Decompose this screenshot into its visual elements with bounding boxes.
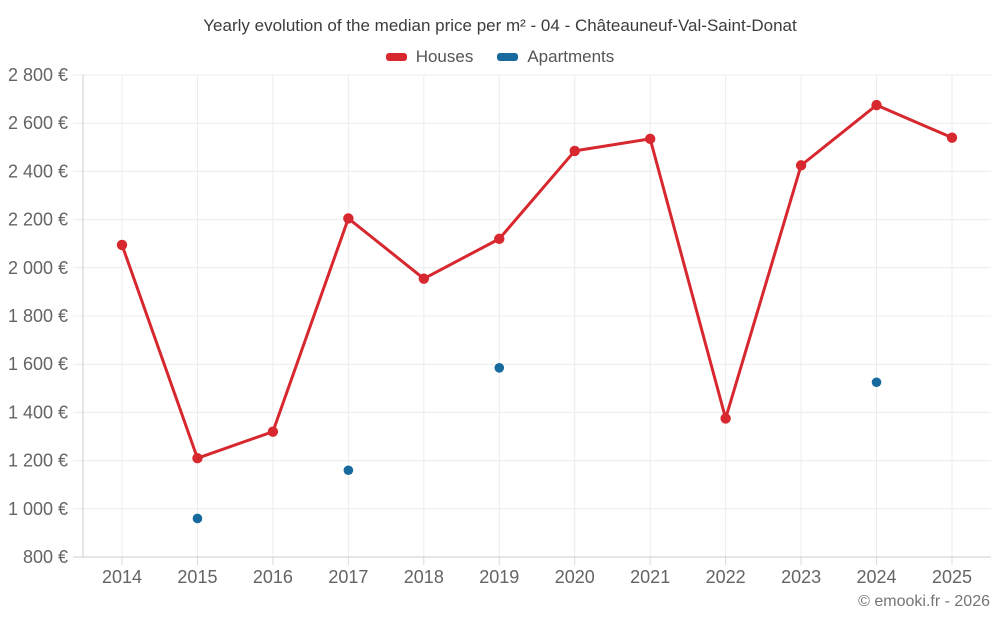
y-axis-tick-label: 1 600 €: [8, 354, 68, 374]
houses-data-point-2018: [418, 273, 430, 284]
x-axis-tick-label: 2022: [706, 567, 746, 587]
y-axis-tick-label: 1 800 €: [8, 306, 68, 326]
x-axis-tick-label: 2020: [555, 567, 595, 587]
x-axis-tick-label: 2023: [781, 567, 821, 587]
chart-title: Yearly evolution of the median price per…: [203, 16, 797, 35]
y-axis-tick-label: 2 200 €: [8, 210, 68, 230]
houses-data-point-2025: [946, 132, 958, 143]
houses-data-point-2023: [795, 160, 807, 171]
apartments-legend-swatch-icon: [497, 53, 519, 61]
x-axis-tick-label: 2021: [630, 567, 670, 587]
houses-data-point-2021: [644, 133, 656, 145]
legend-item-houses[interactable]: Houses: [385, 47, 474, 67]
houses-series-line: [120, 103, 954, 460]
apartments-data-point-2017: [343, 465, 354, 476]
houses-data-point-2017: [343, 213, 354, 224]
legend-item-apartments[interactable]: Apartments: [497, 47, 614, 67]
houses-legend-label: Houses: [415, 47, 474, 66]
houses-data-point-2019: [494, 233, 505, 245]
apartments-legend-label: Apartments: [527, 47, 615, 66]
y-axis-tick-label: 2 400 €: [8, 161, 68, 181]
y-axis-tick-label: 2 600 €: [8, 113, 68, 133]
x-axis-tick-label: 2024: [857, 567, 897, 587]
x-axis-tick-label: 2014: [102, 567, 142, 587]
y-axis-tick-label: 2 800 €: [8, 65, 68, 85]
y-axis-tick-label: 1 200 €: [8, 451, 68, 471]
x-axis-tick-label: 2019: [479, 567, 519, 587]
chart-legend: Houses Apartments: [0, 47, 1000, 67]
houses-data-point-2015: [192, 452, 203, 464]
houses-data-point-2020: [569, 145, 580, 157]
x-axis-tick-label: 2015: [177, 567, 217, 587]
apartments-data-point-2024: [871, 377, 882, 388]
houses-data-point-2022: [720, 413, 731, 424]
y-axis-tick-label: 2 000 €: [8, 258, 68, 278]
y-axis-tick-label: 1 000 €: [8, 499, 68, 519]
x-axis-tick-label: 2018: [404, 567, 444, 587]
y-axis-tick-label: 1 400 €: [8, 402, 68, 422]
y-axis-tick-label: 800 €: [23, 547, 68, 567]
houses-data-point-2024: [871, 99, 882, 111]
houses-data-point-2016: [267, 426, 279, 437]
x-axis-tick-label: 2025: [932, 567, 972, 587]
x-axis-tick-label: 2017: [328, 567, 368, 587]
x-axis-tick-label: 2016: [253, 567, 293, 587]
copyright-footer: © emooki.fr - 2026: [858, 593, 990, 610]
apartments-data-point-2015: [192, 513, 203, 524]
houses-legend-swatch-icon: [385, 53, 407, 61]
apartments-data-point-2019: [494, 363, 505, 373]
houses-data-point-2014: [116, 239, 128, 251]
